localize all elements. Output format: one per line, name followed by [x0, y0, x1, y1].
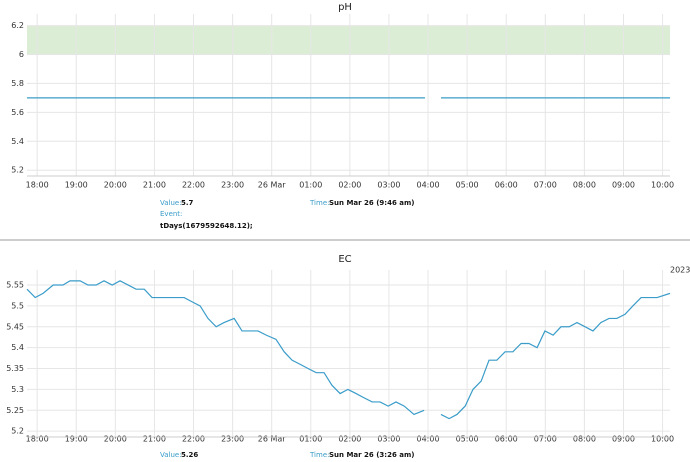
- x-tick-label: 04:00: [417, 435, 440, 444]
- y-tick-label: 5.4: [11, 137, 24, 146]
- x-tick-label: 08:00: [573, 435, 596, 444]
- y-tick-label: 5.55: [6, 281, 24, 290]
- tooltip-value: 5.26: [181, 451, 198, 459]
- y-tick-label: 5.45: [6, 322, 24, 331]
- x-tick-label: 23:00: [221, 181, 244, 190]
- y-tick-label: 5.5: [11, 301, 24, 310]
- x-tick-label: 06:00: [495, 181, 518, 190]
- y-tick-label: 5.4: [11, 343, 24, 352]
- y-tick-label: 5.25: [6, 406, 24, 415]
- x-tick-label: 20:00: [104, 181, 127, 190]
- y-tick-label: 5.2: [11, 166, 24, 175]
- x-tick-label: 22:00: [182, 181, 205, 190]
- y-tick-label: 6.2: [11, 21, 24, 30]
- tooltip-value: Sun Mar 26 (9:46 am): [329, 199, 414, 207]
- x-tick-label: 26 Mar: [258, 435, 287, 444]
- tooltip-value: tDays(1679592648.12);: [160, 222, 253, 230]
- x-tick-label: 03:00: [377, 435, 400, 444]
- x-tick-label: 01:00: [299, 181, 322, 190]
- x-tick-label: 06:00: [495, 435, 518, 444]
- x-tick-label: 20:00: [104, 435, 127, 444]
- y-tick-label: 5.3: [11, 385, 24, 394]
- y-tick-label: 6: [19, 50, 24, 59]
- line: [26, 280, 671, 420]
- x-tick-label: 03:00: [377, 181, 400, 190]
- x-tick-label: 07:00: [534, 181, 557, 190]
- chart-title: pH: [338, 2, 352, 13]
- tooltip-label: Time:: [309, 199, 330, 207]
- y-tick-label: 5.6: [11, 108, 24, 117]
- x-tick-label: 09:00: [612, 435, 635, 444]
- x-tick-label: 04:00: [417, 181, 440, 190]
- x-tick-label: 01:00: [299, 435, 322, 444]
- x-tick-label: 21:00: [143, 181, 166, 190]
- x-tick-label: 05:00: [456, 181, 479, 190]
- x-tick-label: 05:00: [456, 435, 479, 444]
- y-tick-label: 5.35: [6, 364, 24, 373]
- x-tick-label: 18:00: [26, 181, 49, 190]
- y-tick-label: 5.8: [11, 79, 24, 88]
- x-tick-label: 23:00: [221, 435, 244, 444]
- x-tick-label: 22:00: [182, 435, 205, 444]
- x-tick-label: 19:00: [65, 181, 88, 190]
- x-tick-label: 10:00: [651, 435, 674, 444]
- x-tick-label: 07:00: [534, 435, 557, 444]
- x-tick-label: 26 Mar: [258, 181, 287, 190]
- tooltip-label: Value:: [160, 199, 182, 207]
- x-tick-label: 02:00: [338, 435, 361, 444]
- tooltip-value: 5.7: [181, 199, 194, 207]
- x-tick-label: 08:00: [573, 181, 596, 190]
- x-tick-label: 10:00: [651, 181, 674, 190]
- x-tick-label: 09:00: [612, 181, 635, 190]
- tooltip-label: Time:: [309, 451, 330, 459]
- x-tick-label: 21:00: [143, 435, 166, 444]
- corner-text: 2023/: [670, 266, 690, 275]
- tooltip-label: Value:: [160, 451, 182, 459]
- tooltip-value: Sun Mar 26 (3:26 am): [329, 451, 414, 459]
- y-tick-label: 5.2: [11, 427, 24, 436]
- target-band: [27, 25, 670, 55]
- x-tick-label: 19:00: [65, 435, 88, 444]
- chart-title: EC: [338, 254, 351, 265]
- tooltip-label: Event:: [160, 210, 182, 218]
- x-tick-label: 18:00: [26, 435, 49, 444]
- x-tick-label: 02:00: [338, 181, 361, 190]
